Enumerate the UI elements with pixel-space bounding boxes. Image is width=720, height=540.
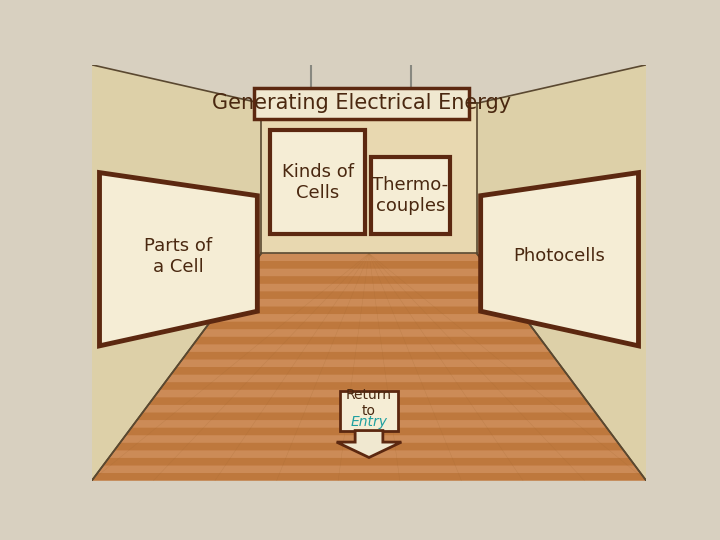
Polygon shape xyxy=(92,253,647,481)
Polygon shape xyxy=(171,367,567,375)
Polygon shape xyxy=(337,430,401,457)
Polygon shape xyxy=(148,397,590,405)
Text: Generating Electrical Energy: Generating Electrical Energy xyxy=(212,93,511,113)
Polygon shape xyxy=(256,253,482,261)
Polygon shape xyxy=(199,329,539,337)
Polygon shape xyxy=(244,268,494,276)
Polygon shape xyxy=(143,405,595,413)
Polygon shape xyxy=(228,291,510,299)
Polygon shape xyxy=(92,473,647,481)
Polygon shape xyxy=(114,443,624,450)
Polygon shape xyxy=(165,375,573,382)
Bar xyxy=(271,130,365,234)
Bar xyxy=(253,88,469,119)
Polygon shape xyxy=(188,345,550,352)
Text: Parts of
a Cell: Parts of a Cell xyxy=(145,237,212,276)
Polygon shape xyxy=(126,428,612,435)
Polygon shape xyxy=(481,173,639,346)
Text: Return
to: Return to xyxy=(346,388,392,418)
Polygon shape xyxy=(176,360,562,367)
Polygon shape xyxy=(204,322,534,329)
Polygon shape xyxy=(131,420,607,428)
Bar xyxy=(340,390,398,430)
Polygon shape xyxy=(194,337,544,345)
Text: Entry: Entry xyxy=(351,415,387,429)
Polygon shape xyxy=(120,435,618,443)
Polygon shape xyxy=(477,65,647,481)
Polygon shape xyxy=(250,261,488,268)
Polygon shape xyxy=(99,173,257,346)
Polygon shape xyxy=(160,382,578,390)
Polygon shape xyxy=(92,65,647,103)
Polygon shape xyxy=(261,103,477,253)
Polygon shape xyxy=(182,352,556,360)
Polygon shape xyxy=(233,284,505,291)
Polygon shape xyxy=(222,299,516,307)
Text: Thermo-
couples: Thermo- couples xyxy=(372,176,449,215)
Polygon shape xyxy=(109,450,629,458)
Polygon shape xyxy=(238,276,500,284)
Polygon shape xyxy=(154,390,584,397)
Polygon shape xyxy=(97,465,641,473)
Polygon shape xyxy=(210,314,528,322)
Text: Kinds of
Cells: Kinds of Cells xyxy=(282,163,354,201)
Polygon shape xyxy=(103,458,635,465)
Text: Photocells: Photocells xyxy=(513,247,606,265)
Polygon shape xyxy=(92,65,261,481)
Bar xyxy=(371,157,450,234)
Polygon shape xyxy=(216,307,522,314)
Polygon shape xyxy=(137,413,601,420)
